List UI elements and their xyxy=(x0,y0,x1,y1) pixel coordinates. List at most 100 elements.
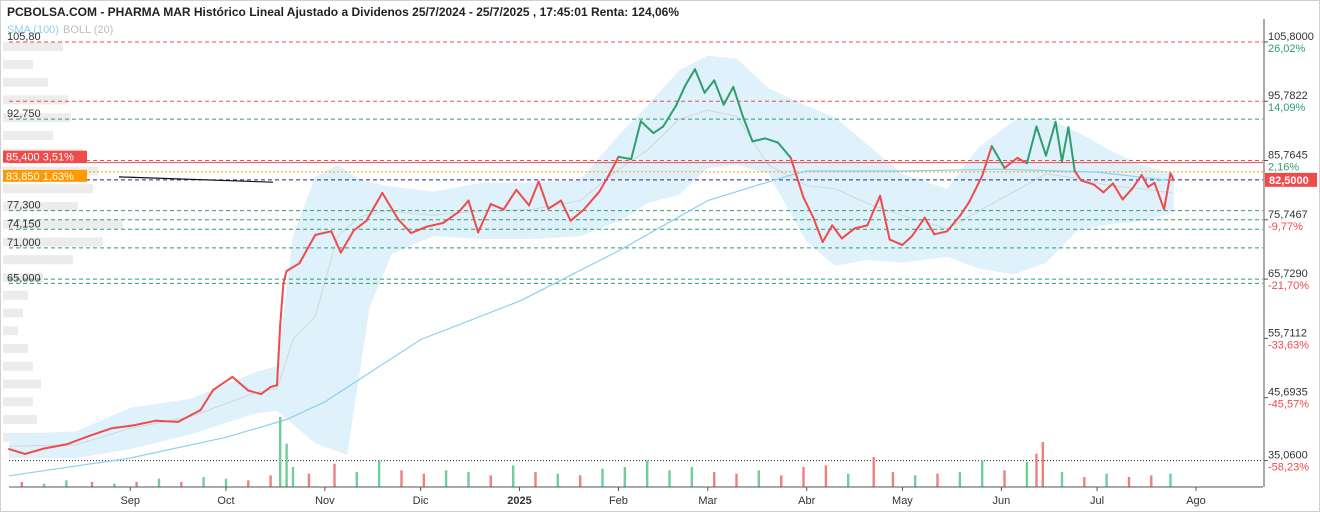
volume-profile-bar xyxy=(3,308,23,318)
price-segment xyxy=(968,174,984,203)
left-level-label: 74,150 xyxy=(7,218,41,230)
price-segment xyxy=(639,120,655,135)
price-segment xyxy=(314,230,333,236)
price-segment xyxy=(662,104,677,128)
price-segment xyxy=(1054,120,1063,163)
price-segment xyxy=(1035,125,1047,157)
volume-bar xyxy=(247,480,250,487)
volume-bar xyxy=(757,470,760,487)
volume-bar xyxy=(467,472,470,487)
price-segment xyxy=(901,235,913,246)
price-segment xyxy=(247,389,263,396)
y-tick-label: 65,7290 xyxy=(1268,268,1308,280)
y-tick-label: 75,7467 xyxy=(1268,209,1308,221)
price-segment xyxy=(457,199,470,213)
price-segment xyxy=(282,270,288,285)
price-tag-label: 83,850 1,63% xyxy=(6,171,74,183)
price-segment xyxy=(1169,172,1175,181)
y-tick-label: 45,6935 xyxy=(1268,387,1308,399)
volume-bar xyxy=(269,475,272,487)
level-lines xyxy=(9,41,1263,462)
volume-profile-bar xyxy=(3,201,78,211)
volume-bar xyxy=(1003,470,1006,487)
price-segment xyxy=(879,194,891,241)
x-tick-label: Jul xyxy=(1090,495,1104,507)
volume-bar xyxy=(958,472,962,487)
price-segment xyxy=(489,203,505,211)
price-segment xyxy=(598,174,610,193)
price-segment xyxy=(981,145,993,177)
price-segment xyxy=(65,435,90,446)
price-segment xyxy=(713,79,725,106)
price-segment xyxy=(694,68,706,94)
volume-profile-bar xyxy=(3,113,71,123)
price-segment xyxy=(560,199,572,222)
price-segment xyxy=(8,448,26,455)
volume-profile-bar xyxy=(3,415,37,425)
volume-bar xyxy=(668,470,671,487)
y-tick-pct: 26,02% xyxy=(1268,43,1306,55)
price-segment xyxy=(298,233,317,265)
y-tick-label: 85,7645 xyxy=(1268,150,1308,162)
x-tick-label: 2025 xyxy=(507,495,531,507)
price-segment xyxy=(751,137,767,143)
y-tick-pct: 14,09% xyxy=(1268,102,1306,114)
price-segment xyxy=(617,155,633,161)
volume-bar xyxy=(90,482,94,487)
price-segment xyxy=(24,447,46,455)
price-segment xyxy=(199,388,215,412)
volume-bar xyxy=(891,472,895,487)
price-tag xyxy=(3,150,87,163)
left-level-label: 105,80 xyxy=(7,31,41,43)
volume-profile-bar xyxy=(3,95,68,105)
volume-bar xyxy=(400,470,403,487)
bollinger-band-area xyxy=(9,55,1174,458)
price-segment xyxy=(569,209,585,222)
left-level-label: 92,750 xyxy=(7,108,41,120)
price-segment xyxy=(990,145,1006,169)
price-segment xyxy=(515,188,531,207)
volume-bar xyxy=(936,473,939,487)
volume-profile-bar xyxy=(3,184,93,194)
left-level-labels: 105,80 92,750 77,300 74,150 71,000 65,000 85,4… xyxy=(3,31,87,284)
x-tick-label: Feb xyxy=(609,495,628,507)
volume-bar xyxy=(422,473,425,487)
volume-profile-bar xyxy=(3,361,33,371)
volume-bar xyxy=(355,472,358,487)
volume-profile-bar xyxy=(3,397,33,407)
price-segment xyxy=(821,224,834,243)
x-tick-label: Jun xyxy=(992,495,1010,507)
volume-bar xyxy=(623,467,626,487)
price-segment xyxy=(276,323,282,387)
price-segment xyxy=(1073,170,1083,182)
indicator-legend: SMA (100) BOLL (20) xyxy=(7,24,113,36)
price-segment xyxy=(1163,172,1172,211)
volume-bar xyxy=(512,465,515,487)
volume-bar xyxy=(180,482,183,487)
price-segment xyxy=(1121,187,1134,201)
price-segment xyxy=(260,386,272,396)
volume-profile-bar xyxy=(3,255,73,265)
bollinger-middle-line xyxy=(8,109,1174,447)
volume-bar xyxy=(824,465,828,487)
volume-bar xyxy=(291,467,295,487)
volume-profile-bar xyxy=(3,42,63,52)
price-tag-label: 85,400 3,51% xyxy=(6,152,74,164)
price-segment xyxy=(1003,156,1019,169)
x-tick-label: Nov xyxy=(315,495,335,507)
price-segment xyxy=(154,419,180,423)
price-segment xyxy=(1102,182,1114,194)
volume-bar xyxy=(981,460,984,487)
price-segment xyxy=(630,120,642,161)
volume-bar xyxy=(1127,477,1131,487)
price-segment xyxy=(1080,179,1095,186)
price-segment xyxy=(537,180,550,210)
volume-profile-bar xyxy=(3,272,43,282)
price-segment xyxy=(87,427,113,438)
volume-bar xyxy=(202,477,205,487)
volume-bar xyxy=(489,475,492,487)
x-axis: Sep Oct Nov Dic 2025 Feb Mar Abr May Jun Jul Ago xyxy=(9,486,1263,507)
volume-bar xyxy=(1083,477,1086,487)
